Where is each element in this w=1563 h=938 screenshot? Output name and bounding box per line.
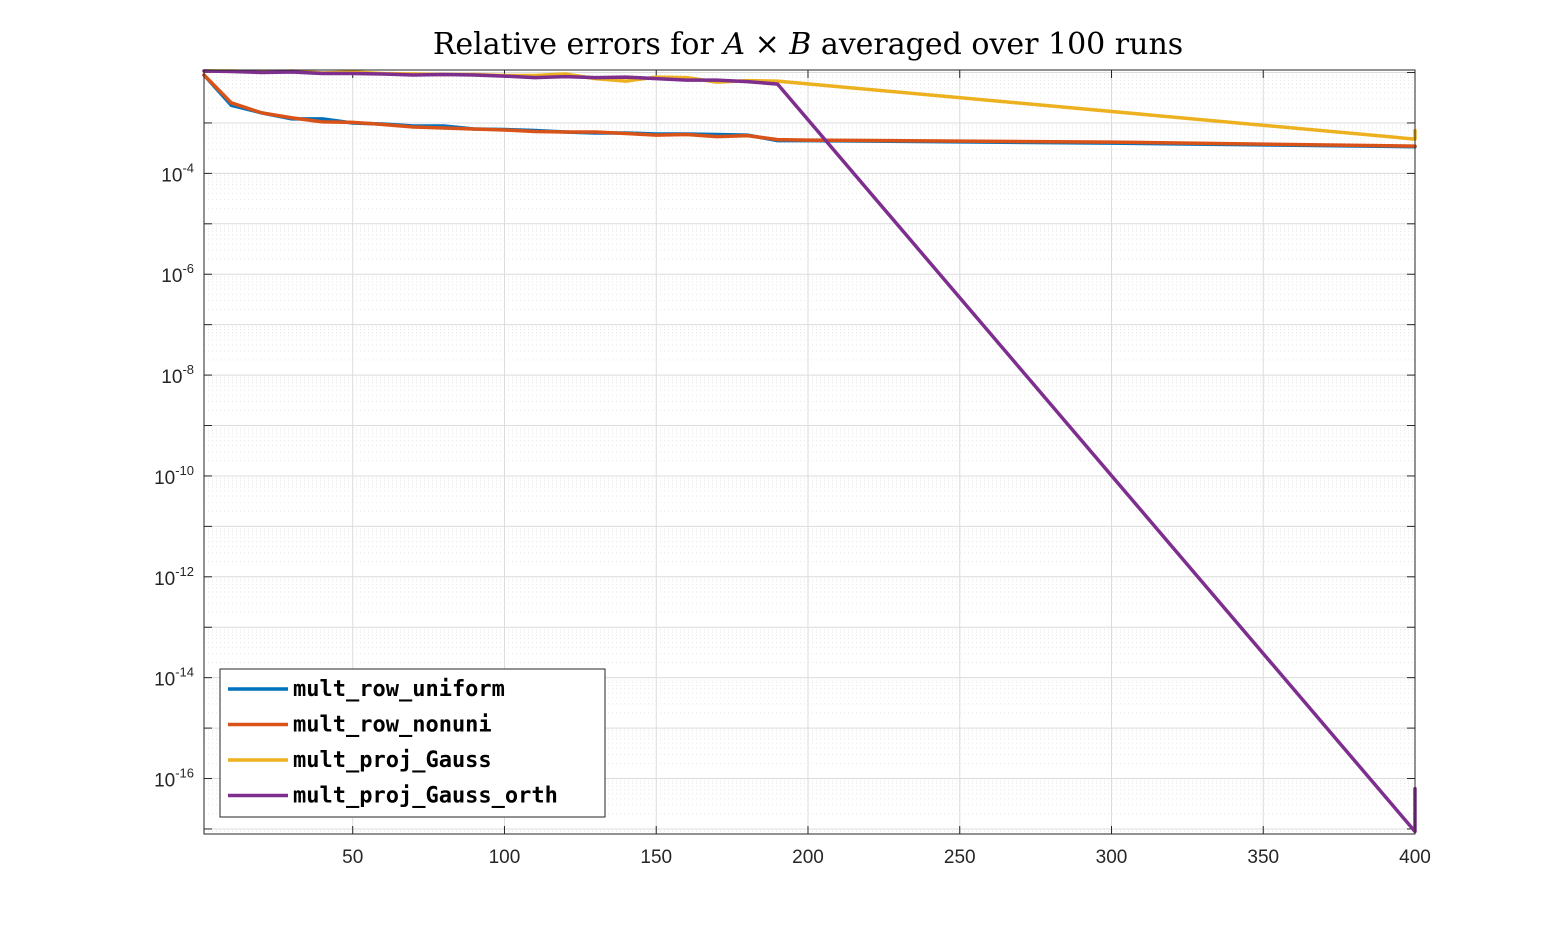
legend-box [219, 668, 606, 818]
x-tick-label: 300 [1096, 847, 1128, 868]
y-tick-label: 10-14 [154, 665, 194, 691]
x-tick-label: 350 [1247, 847, 1279, 868]
legend-label: mult_proj_Gauss_orth [293, 784, 558, 809]
series-line-mult-proj-Gauss-orth [202, 69, 1417, 834]
x-tick-label: 400 [1399, 847, 1431, 868]
y-tick-label: 10-6 [161, 261, 194, 287]
x-tick-label: 200 [792, 847, 824, 868]
series-line-mult-row-nonuni [202, 73, 1417, 148]
x-tick-labels: 50 100 150 200 250 300 350 400 [342, 847, 1431, 868]
y-tick-label: 10-16 [154, 766, 194, 792]
y-tick-label: 10-8 [161, 362, 194, 388]
y-tick-labels: 10-4 10-6 10-8 10-10 10-12 10-14 10-16 [154, 160, 194, 791]
legend-label: mult_row_uniform [293, 677, 505, 702]
x-tick-label: 250 [944, 847, 976, 868]
legend-label: mult_row_nonuni [293, 713, 492, 738]
legend-label: mult_proj_Gauss [293, 748, 492, 773]
x-tick-label: 50 [342, 847, 363, 868]
x-tick-label: 100 [489, 847, 521, 868]
series-lines [202, 69, 1417, 834]
chart-title: Relative errors for A × B averaged over … [433, 27, 1183, 62]
y-tick-label: 10-4 [161, 160, 194, 186]
y-tick-label: 10-10 [154, 463, 194, 489]
axes-box [203, 69, 1416, 835]
x-tick-label: 150 [640, 847, 672, 868]
legend[interactable]: mult_row_uniform mult_row_nonuni mult_proj… [219, 668, 606, 818]
y-tick-label: 10-12 [154, 564, 194, 590]
